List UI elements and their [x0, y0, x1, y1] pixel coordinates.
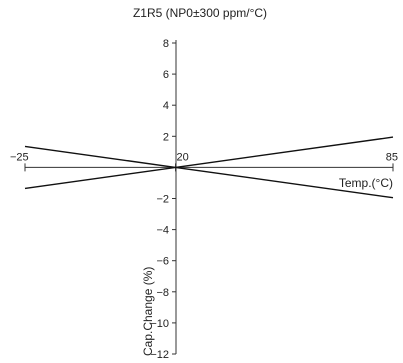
x-tick-label: 20: [177, 151, 189, 163]
x-axis-label: Temp.(°C): [339, 176, 393, 190]
series-lines: [24, 136, 394, 199]
y-tick-label: −10: [150, 318, 169, 330]
chart-title: Z1R5 (NP0±300 ppm/°C): [133, 6, 267, 20]
series-line-2: [24, 136, 394, 190]
series-line-1: [24, 145, 394, 199]
y-tick-label: −2: [156, 194, 169, 206]
y-tick-label: 4: [163, 100, 169, 112]
y-tick-label: −6: [156, 256, 169, 268]
y-ticks: 8 6 4 2 −2 −4 −6 −8 −10 −12: [150, 38, 176, 361]
y-tick-label: −4: [156, 225, 169, 237]
y-tick-label: 8: [163, 38, 169, 50]
x-ticks: −25 20 85: [10, 151, 398, 172]
y-axis-label: Cap.Change (%): [141, 267, 155, 356]
y-tick-label: 6: [163, 69, 169, 81]
y-tick-label: 2: [163, 131, 169, 143]
x-tick-label: 85: [386, 151, 398, 163]
y-tick-label: −12: [150, 349, 169, 361]
x-tick-label: −25: [10, 151, 29, 163]
y-tick-label: −8: [156, 287, 169, 299]
